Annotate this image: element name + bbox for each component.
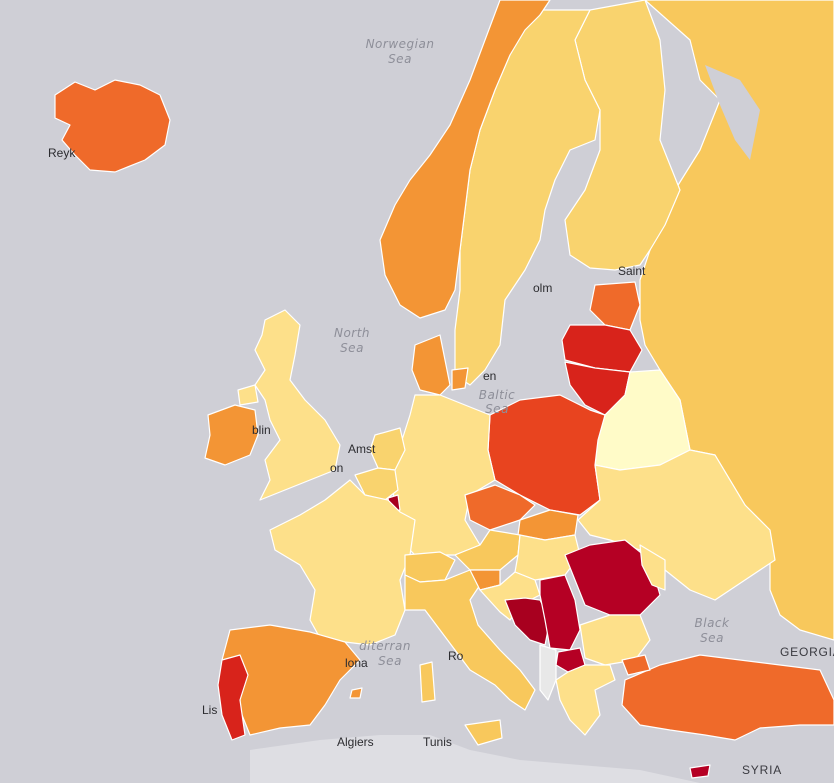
norwegian-sea-label-2: Sea bbox=[388, 52, 412, 66]
city-label-stockholm: olm bbox=[533, 281, 552, 295]
baltic-sea-label-2: Sea bbox=[485, 402, 509, 416]
country-romania[interactable] bbox=[564, 539, 661, 616]
north-africa-land bbox=[250, 735, 700, 783]
city-label-london: on bbox=[330, 461, 343, 475]
country-ukraine[interactable] bbox=[577, 449, 776, 601]
country-denmark-islands[interactable] bbox=[451, 367, 469, 391]
country-switzerland[interactable] bbox=[404, 551, 456, 583]
country-greece[interactable] bbox=[555, 664, 616, 736]
norwegian-sea-label: Norwegian bbox=[366, 37, 435, 51]
city-label-tunis: Tunis bbox=[423, 735, 452, 749]
country-france[interactable] bbox=[269, 479, 416, 646]
city-label-dublin: blin bbox=[252, 423, 271, 437]
baltic-sea-label: Baltic bbox=[479, 388, 516, 402]
city-label-algiers: Algiers bbox=[337, 735, 374, 749]
country-cyprus[interactable] bbox=[689, 764, 711, 779]
city-label-rome: Ro bbox=[448, 649, 464, 663]
country-bulgaria[interactable] bbox=[579, 614, 651, 666]
country-italy-sardinia[interactable] bbox=[419, 661, 436, 703]
mediterranean-sea-label-2: Sea bbox=[378, 654, 402, 668]
country-turkey-europe[interactable] bbox=[621, 654, 651, 676]
north-sea-label: North bbox=[334, 326, 370, 340]
black-sea-label-2: Sea bbox=[700, 631, 724, 645]
city-label-lisbon: Lis bbox=[202, 703, 217, 717]
country-uk[interactable] bbox=[254, 309, 341, 501]
country-ireland[interactable] bbox=[204, 404, 259, 466]
country-czechia[interactable] bbox=[464, 484, 536, 531]
country-portugal[interactable] bbox=[217, 654, 249, 741]
country-turkey[interactable] bbox=[621, 654, 834, 741]
country-estonia[interactable] bbox=[589, 281, 641, 331]
region-label-syria: SYRIA bbox=[742, 763, 782, 777]
country-albania[interactable] bbox=[539, 644, 557, 701]
country-moldova[interactable] bbox=[639, 544, 666, 591]
region-label-georgia: GEORGIA bbox=[780, 645, 834, 659]
black-sea-label: Black bbox=[695, 616, 731, 630]
mediterranean-sea-label: diterran bbox=[359, 639, 411, 653]
country-uk-ni[interactable] bbox=[237, 384, 259, 406]
country-norway[interactable] bbox=[379, 0, 551, 319]
city-label-barcelona: lona bbox=[345, 656, 368, 670]
white-sea bbox=[705, 65, 760, 160]
country-spain-balearic[interactable] bbox=[349, 687, 363, 699]
country-iceland[interactable] bbox=[54, 79, 171, 173]
city-label-saint-petersburg: Saint bbox=[618, 264, 646, 278]
city-label-reykjavik: Reyk bbox=[48, 146, 76, 160]
city-label-copenhagen: en bbox=[483, 369, 496, 383]
country-italy-sicily[interactable] bbox=[464, 719, 503, 746]
north-sea-label-2: Sea bbox=[340, 341, 364, 355]
city-label-amsterdam: Amst bbox=[348, 442, 376, 456]
country-denmark[interactable] bbox=[411, 334, 451, 396]
